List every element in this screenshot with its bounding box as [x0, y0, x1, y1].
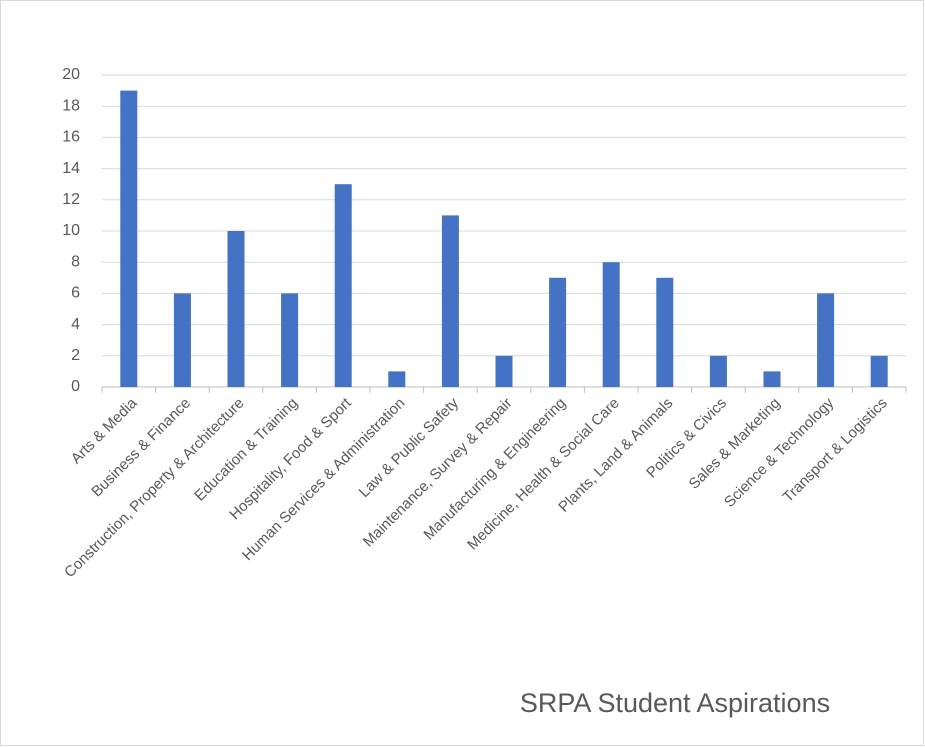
bar [227, 231, 245, 387]
bar [173, 293, 191, 387]
bar [549, 277, 567, 387]
y-tick-label: 10 [62, 222, 80, 239]
bar [495, 355, 513, 387]
bar [441, 215, 459, 387]
y-tick-label: 12 [62, 191, 80, 208]
bar [763, 371, 781, 387]
bar [120, 90, 138, 387]
y-tick-label: 18 [62, 97, 80, 114]
y-tick-label: 8 [71, 253, 80, 270]
y-tick-label: 14 [62, 160, 80, 177]
bar [709, 355, 727, 387]
y-tick-label: 4 [71, 316, 80, 333]
bar [656, 277, 674, 387]
y-tick-label: 20 [62, 66, 80, 83]
bar [870, 355, 888, 387]
chart-title: SRPA Student Aspirations [520, 688, 830, 718]
y-tick-label: 16 [62, 129, 80, 146]
bar [281, 293, 299, 387]
bar [817, 293, 835, 387]
bar [388, 371, 406, 387]
y-tick-label: 6 [71, 285, 80, 302]
bar [602, 262, 620, 387]
bar [334, 184, 352, 387]
y-tick-label: 2 [71, 347, 80, 364]
y-tick-label: 0 [71, 378, 80, 395]
